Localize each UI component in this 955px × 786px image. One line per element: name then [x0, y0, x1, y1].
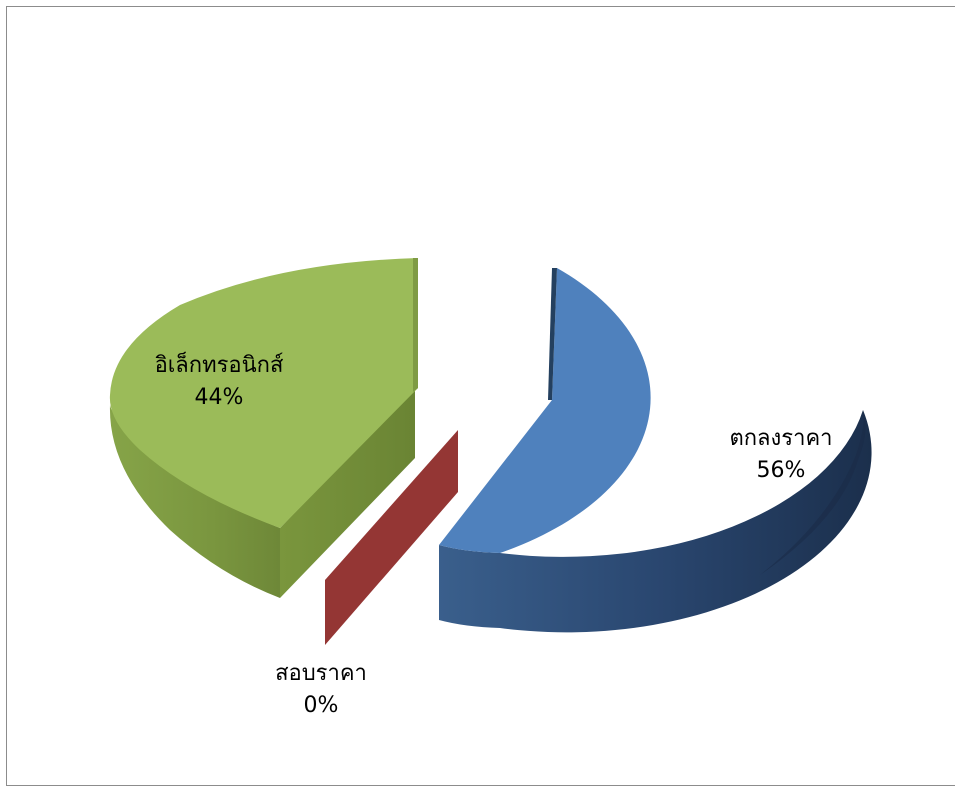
data-label-electronic: อิเล็กทรอนิกส์ 44% [155, 350, 284, 410]
slice-label-tok-long-raka: ตกลงราคา [729, 426, 832, 451]
slice-percent-electronic: 44% [195, 385, 244, 410]
data-label-sob-raka: สอบราคา 0% [275, 661, 367, 718]
pie-slice-sob-raka [325, 430, 458, 645]
slice-side-sob-raka [325, 430, 458, 645]
slice-edge-electronic [413, 258, 418, 392]
slice-percent-sob-raka: 0% [304, 693, 339, 718]
slice-edge-tok-long-raka [548, 268, 557, 400]
slice-top-tok-long-raka [439, 268, 651, 553]
slice-percent-tok-long-raka: 56% [757, 458, 806, 483]
slice-label-electronic: อิเล็กทรอนิกส์ [155, 350, 284, 378]
slice-label-sob-raka: สอบราคา [275, 661, 367, 686]
slice-top-electronic [109, 258, 418, 528]
pie-slice-electronic [109, 258, 418, 598]
data-label-tok-long-raka: ตกลงราคา 56% [729, 426, 832, 483]
slice-inner-electronic [280, 388, 415, 598]
slice-side-tok-long-raka [439, 410, 872, 633]
pie-slice-tok-long-raka [439, 268, 872, 633]
